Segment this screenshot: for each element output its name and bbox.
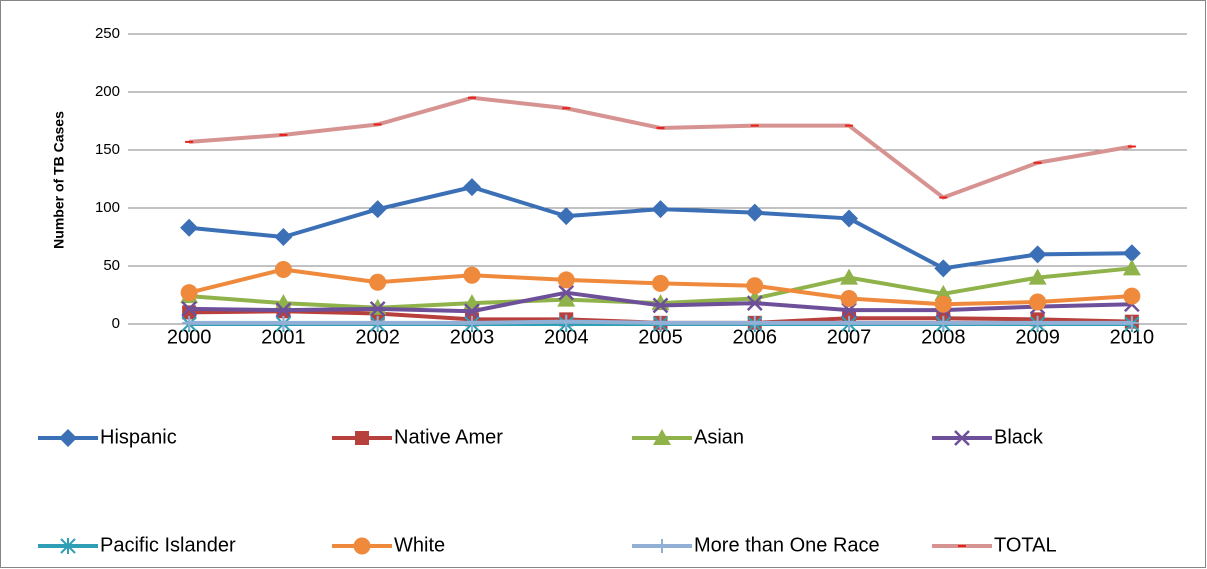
legend-marker bbox=[353, 537, 371, 555]
legend-label: TOTAL bbox=[994, 534, 1057, 556]
x-tick-label: 2003 bbox=[450, 326, 495, 348]
data-point bbox=[558, 284, 575, 301]
legend-label: Native Amer bbox=[394, 426, 503, 448]
legend-label: Black bbox=[994, 426, 1044, 448]
data-point bbox=[840, 289, 858, 307]
data-point bbox=[652, 297, 669, 314]
data-point bbox=[557, 271, 575, 289]
data-point bbox=[1028, 245, 1047, 264]
data-point bbox=[369, 301, 386, 317]
data-point bbox=[275, 302, 292, 318]
data-point bbox=[464, 303, 480, 320]
y-tick-label: 50 bbox=[103, 257, 120, 274]
legend-item: White bbox=[332, 534, 445, 556]
data-point bbox=[464, 315, 479, 330]
data-point bbox=[652, 274, 669, 292]
data-point bbox=[746, 277, 764, 295]
legend-label: More than One Race bbox=[694, 534, 880, 556]
data-point bbox=[747, 315, 762, 330]
legend-label: White bbox=[394, 534, 445, 556]
x-tick-label: 2009 bbox=[1015, 326, 1060, 348]
data-point bbox=[934, 259, 953, 278]
legend-item: More than One Race bbox=[632, 534, 880, 556]
data-point bbox=[180, 218, 199, 237]
data-point bbox=[934, 284, 953, 301]
x-tick-label: 2001 bbox=[261, 326, 306, 348]
y-tick-label: 0 bbox=[112, 315, 120, 332]
legend-item: Pacific Islander bbox=[38, 534, 236, 556]
x-tick-label: 2004 bbox=[544, 326, 589, 348]
data-point bbox=[1122, 244, 1141, 263]
legend-label: Pacific Islander bbox=[100, 534, 236, 556]
x-tick-label: 2002 bbox=[355, 326, 400, 348]
data-point bbox=[745, 203, 764, 222]
legend-item: Hispanic bbox=[38, 426, 177, 448]
data-point bbox=[181, 301, 198, 317]
x-tick-label: 2006 bbox=[733, 326, 778, 348]
data-point bbox=[934, 295, 952, 313]
data-point bbox=[1029, 293, 1047, 311]
data-point bbox=[842, 315, 857, 330]
data-point bbox=[840, 209, 859, 228]
data-point bbox=[276, 315, 291, 330]
data-point bbox=[653, 315, 668, 330]
data-point bbox=[746, 295, 763, 312]
legend-marker bbox=[655, 539, 669, 553]
legend-item: Black bbox=[932, 426, 1044, 448]
data-point bbox=[1124, 315, 1139, 330]
legend-marker bbox=[60, 538, 76, 554]
data-point bbox=[557, 290, 576, 307]
data-point bbox=[1028, 268, 1047, 285]
data-point bbox=[274, 260, 292, 278]
legend-item: TOTAL bbox=[932, 534, 1057, 556]
legend-label: Asian bbox=[694, 426, 744, 448]
x-tick-label: 2010 bbox=[1110, 326, 1155, 348]
data-point bbox=[370, 315, 385, 330]
x-tick-label: 2007 bbox=[827, 326, 872, 348]
y-tick-label: 150 bbox=[95, 141, 120, 158]
legend-item: Native Amer bbox=[332, 426, 503, 448]
y-tick-label: 250 bbox=[95, 25, 120, 42]
x-tick-label: 2000 bbox=[167, 326, 212, 348]
legend-marker bbox=[59, 429, 77, 447]
legend-marker bbox=[355, 431, 369, 445]
data-point bbox=[1030, 315, 1045, 330]
data-point bbox=[182, 315, 197, 330]
data-point bbox=[274, 228, 293, 246]
y-axis-label: Number of TB Cases bbox=[51, 111, 67, 249]
x-tick-label: 2005 bbox=[638, 326, 683, 348]
legend-marker bbox=[653, 429, 671, 445]
legend-item: Asian bbox=[632, 426, 744, 448]
data-point bbox=[1122, 259, 1141, 276]
data-point bbox=[462, 178, 481, 197]
data-point bbox=[651, 200, 670, 219]
data-point bbox=[369, 273, 387, 291]
legend-marker bbox=[954, 430, 970, 446]
data-point bbox=[463, 266, 481, 284]
data-point bbox=[559, 314, 574, 329]
data-point bbox=[368, 200, 387, 219]
data-point bbox=[1123, 287, 1141, 305]
x-tick-label: 2008 bbox=[921, 326, 966, 348]
data-point bbox=[936, 315, 951, 330]
data-point bbox=[557, 207, 576, 226]
y-tick-label: 100 bbox=[95, 199, 120, 216]
legend-label: Hispanic bbox=[100, 426, 177, 448]
data-point bbox=[180, 284, 198, 302]
y-tick-label: 200 bbox=[95, 83, 120, 100]
data-point bbox=[840, 268, 859, 285]
